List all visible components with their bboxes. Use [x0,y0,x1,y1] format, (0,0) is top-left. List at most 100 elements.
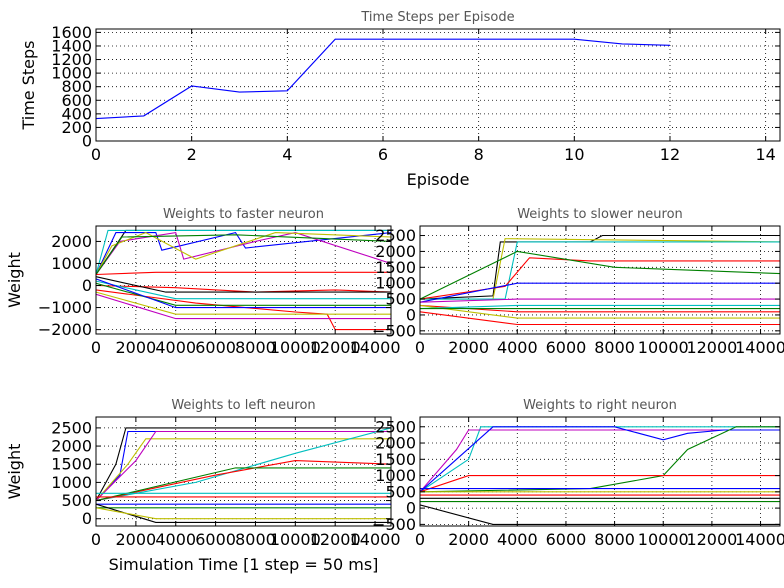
x-tick-label: 6 [378,145,388,164]
x-tick-label: 12000 [686,530,737,549]
x-tick-label: 12000 [686,338,737,357]
x-tick-label: 8000 [594,338,635,357]
y-tick-label: 1000 [375,274,416,293]
y-tick-label: 600 [61,91,92,110]
x-tick-label: 8000 [594,530,635,549]
y-tick-label: 500 [385,290,416,309]
x-tick-label: 0 [415,338,425,357]
y-tick-label: 2000 [51,232,92,251]
y-tick-label: 1500 [375,450,416,469]
x-tick-label: 12000 [310,530,361,549]
x-tick-label: 10000 [270,530,321,549]
plot-area [420,417,780,526]
y-tick-label: 800 [61,77,92,96]
axes-frame [419,416,781,527]
series-line-4 [96,231,391,275]
y-tick-label: 400 [61,104,92,123]
y-tick-label: 2500 [375,417,416,436]
series-line-4 [96,430,391,501]
series-line-7 [96,271,391,276]
x-tick-label: 12000 [310,338,361,357]
y-axis-label: Weight [5,444,24,500]
series-line-11 [96,293,391,320]
y-tick-label: 0 [82,132,92,151]
x-tick-label: 10000 [638,338,689,357]
series-line-3 [420,241,780,300]
x-tick-label: 2000 [116,530,157,549]
x-tick-label: 4000 [497,530,538,549]
y-tick-label: 1000 [51,64,92,83]
x-tick-label: 6000 [546,338,587,357]
x-tick-label: 0 [91,338,101,357]
x-tick-label: 6000 [195,530,236,549]
series-line-5 [96,229,391,275]
x-tick-label: 4000 [155,530,196,549]
y-tick-label: 1400 [51,36,92,55]
series-line-5 [420,475,780,493]
y-tick-label: 1000 [51,473,92,492]
x-tick-label: 8000 [235,530,276,549]
chart-title: Time Steps per Episode [360,10,514,25]
series-line-13 [96,280,391,300]
chart-title: Weights to slower neuron [517,207,683,222]
x-tick-label: 4000 [155,338,196,357]
x-tick-label: 2000 [448,338,489,357]
series-line-9 [96,289,391,331]
series-line-3 [420,426,780,493]
x-tick-label: 12 [660,145,680,164]
series-line-7 [420,298,780,303]
y-tick-label: 0 [406,499,416,518]
series-line-7 [96,467,391,502]
y-tick-label: −500 [372,321,416,340]
y-axis-label: Time Steps [19,40,38,130]
series-line-3 [96,438,391,501]
y-tick-label: 1000 [51,254,92,273]
y-tick-label: −2000 [38,320,92,339]
series-line-12 [96,276,391,293]
series-line-1 [96,38,671,120]
axes-frame [95,28,781,142]
y-tick-label: 1600 [51,23,92,42]
y-tick-label: 0 [82,276,92,295]
x-tick-label: 14000 [735,530,784,549]
y-tick-label: 500 [61,491,92,510]
y-tick-label: −500 [372,515,416,534]
series-line-5 [420,250,780,300]
y-tick-label: 2000 [51,437,92,456]
y-tick-label: 1500 [375,258,416,277]
axes-frame [419,225,781,335]
x-tick-label: 10000 [638,530,689,549]
plot-area [96,29,780,141]
series-line-12 [96,503,391,523]
series-line-3 [96,231,391,275]
series-line-2 [96,231,391,275]
y-tick-label: 0 [406,305,416,324]
x-tick-label: 2000 [116,338,157,357]
x-tick-label: 4 [282,145,292,164]
series-line-13 [96,507,391,520]
chart-title: Weights to faster neuron [163,207,324,222]
y-tick-label: 1000 [375,466,416,485]
x-tick-label: 0 [91,145,101,164]
series-line-1 [96,427,391,501]
series-line-6 [96,234,391,275]
x-axis-label: Episode [407,170,470,189]
series-line-9 [420,304,780,319]
x-tick-label: 8000 [235,338,276,357]
x-tick-label: 2000 [448,530,489,549]
series-line-2 [420,429,780,493]
axes-frame [95,225,392,335]
y-tick-label: 2500 [51,418,92,437]
y-tick-label: 500 [385,482,416,501]
y-tick-label: 1200 [51,50,92,69]
series-line-14 [96,282,391,306]
x-tick-label: 0 [415,530,425,549]
plot-area [96,417,391,526]
y-tick-label: 200 [61,118,92,137]
y-tick-label: 2500 [375,226,416,245]
x-tick-label: 2 [187,145,197,164]
x-axis-label: Simulation Time [1 step = 50 ms] [109,555,379,574]
series-line-10 [96,291,391,315]
x-tick-label: 10 [564,145,584,164]
